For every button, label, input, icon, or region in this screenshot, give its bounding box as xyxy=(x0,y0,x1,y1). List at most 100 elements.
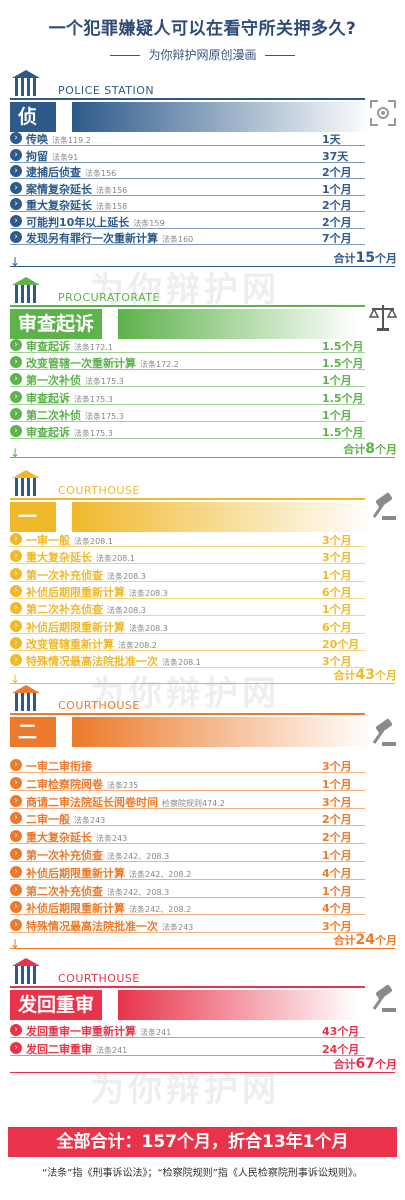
item-name: 一审一般 法条208.1 xyxy=(26,532,113,548)
item-duration: 3个月 xyxy=(322,760,352,773)
item-law-ref: 法条235 xyxy=(107,780,139,790)
item-duration: 2个月 xyxy=(322,831,352,845)
down-arrow-icon: ↓ xyxy=(10,446,21,460)
item-duration: 1个月 xyxy=(322,777,352,791)
item-underline xyxy=(10,861,365,862)
item-name: 第二次补充侦查 法条242、208.3 xyxy=(26,883,169,899)
item-name: 第一次补侦 法条175.3 xyxy=(26,372,124,388)
footnote: “法条”指《刑事诉讼法》；“检察院规则”指《人民检察院刑事诉讼规则》。 xyxy=(42,1168,363,1179)
list-item: › 特殊情况最高法院批准一次 法条243 3个月 xyxy=(10,918,400,934)
item-underline xyxy=(10,878,365,880)
item-law-ref: 法条91 xyxy=(52,152,79,162)
section-rule xyxy=(10,498,365,500)
item-underline xyxy=(10,615,365,617)
gavel-icon xyxy=(368,984,398,1014)
section-en-label: POLICE STATION xyxy=(58,84,155,97)
item-name: 改变管辖重新计算 法条208.2 xyxy=(26,636,157,652)
item-underline xyxy=(10,597,365,599)
list-item: › 商请二审法院延长阅卷时间 检察院规则474.2 3个月 xyxy=(10,794,400,809)
item-law-ref: 法条160 xyxy=(162,235,194,244)
item-duration: 1个月 xyxy=(322,408,352,422)
chevron-right-icon: › xyxy=(10,654,22,667)
chevron-right-icon: › xyxy=(10,148,22,161)
chevron-right-icon: › xyxy=(10,425,22,437)
item-law-ref: 检察院规则474.2 xyxy=(162,798,225,808)
chevron-right-icon: › xyxy=(10,567,22,580)
item-underline xyxy=(10,825,365,827)
list-item: › 发现另有罪行一次重新计算 法条160 7个月 xyxy=(10,230,400,245)
scan-icon xyxy=(368,98,398,128)
item-name-text: 发回二审重审 xyxy=(26,1042,92,1056)
list-item: › 审查起诉 法条175.3 1.5个月 xyxy=(10,390,400,405)
chevron-right-icon: › xyxy=(10,165,22,177)
list-item: › 可能判10年以上延长 法条159 2个月 xyxy=(10,214,400,230)
item-duration: 3个月 xyxy=(322,920,352,934)
item-underline xyxy=(10,772,365,773)
item-underline xyxy=(10,352,365,353)
item-duration: 43个月 xyxy=(322,1025,360,1038)
item-name-text: 第一次补充侦查 xyxy=(26,849,103,862)
item-name-text: 重大复杂延长 xyxy=(26,831,92,845)
item-name: 审查起诉 法条172.1 xyxy=(26,338,113,354)
down-arrow-icon: ↓ xyxy=(10,672,21,686)
item-law-ref: 法条175.3 xyxy=(74,394,113,404)
item-name: 一审二审衔接 xyxy=(26,758,96,774)
item-name: 第一次补充侦查 法条208.3 xyxy=(26,567,146,583)
item-duration: 1个月 xyxy=(322,568,352,582)
item-duration: 20个月 xyxy=(322,637,360,651)
item-name-text: 传唤 xyxy=(26,133,48,146)
page-title: 一个犯罪嫌疑人可以在看守所关押多久? xyxy=(48,19,357,39)
item-duration: 1天 xyxy=(322,133,341,146)
total-unit: 个月 xyxy=(375,443,397,456)
item-underline xyxy=(10,632,365,634)
chevron-right-icon: › xyxy=(10,390,22,403)
list-item: › 第二次补充侦查 法条242、208.3 1个月 xyxy=(10,883,400,899)
grand-total: 全部合计：157个月，折合13年1个月 xyxy=(8,1127,397,1157)
item-name: 特殊情况最高法院批准一次 法条243 xyxy=(26,918,193,934)
item-law-ref: 法条119.2 xyxy=(52,136,91,145)
item-name: 重大复杂延长 法条243 xyxy=(26,829,127,845)
item-duration: 3个月 xyxy=(322,551,352,565)
list-item: › 二审检察院阅卷 法条235 1个月 xyxy=(10,776,400,792)
item-underline xyxy=(10,1054,365,1056)
item-duration: 1.5个月 xyxy=(322,426,364,439)
section-rule xyxy=(10,986,365,988)
item-duration: 1.5个月 xyxy=(322,391,364,405)
chevron-right-icon: › xyxy=(10,919,22,932)
item-underline xyxy=(10,896,365,898)
list-item: › 传唤 法条119.2 1天 xyxy=(10,131,400,146)
list-item: › 第二次补充侦查 法条208.3 1个月 xyxy=(10,601,400,617)
building-icon xyxy=(12,685,40,711)
chevron-right-icon: › xyxy=(10,1024,22,1036)
item-name-text: 二审一般 xyxy=(26,813,70,827)
total-prefix: 合计 xyxy=(343,443,366,456)
item-name: 可能判10年以上延长 法条159 xyxy=(26,214,165,230)
item-underline xyxy=(10,194,365,196)
item-duration: 24个月 xyxy=(322,1042,360,1056)
item-law-ref: 法条172.1 xyxy=(74,343,113,352)
list-item: › 第一次补侦 法条175.3 1个月 xyxy=(10,372,400,388)
down-arrow-icon: ↓ xyxy=(10,255,21,269)
item-name: 发回二审重审 法条241 xyxy=(26,1041,127,1057)
list-item: › 补侦后期限重新计算 法条242、208.2 4个月 xyxy=(10,865,400,880)
item-name: 发回重审一审重新计算 法条241 xyxy=(26,1023,171,1039)
item-name-text: 二审检察院阅卷 xyxy=(26,777,103,791)
item-law-ref: 法条208.3 xyxy=(107,571,146,581)
item-duration: 3个月 xyxy=(322,655,352,669)
item-name-text: 发回重审一审重新计算 xyxy=(26,1025,136,1038)
chevron-right-icon: › xyxy=(10,794,22,807)
item-underline xyxy=(10,178,365,179)
item-underline xyxy=(10,932,365,934)
item-duration: 2个月 xyxy=(322,166,352,179)
item-name-text: 一审一般 xyxy=(26,534,70,547)
item-name: 补侦后期限重新计算 法条242、208.2 xyxy=(26,900,191,916)
item-duration: 6个月 xyxy=(322,585,352,599)
item-law-ref: 法条156 xyxy=(85,169,117,178)
item-name: 二审检察院阅卷 法条235 xyxy=(26,776,138,792)
item-name: 二审一般 法条243 xyxy=(26,811,105,827)
subtitle-text: 为你辩护网原创漫画 xyxy=(148,48,257,62)
section-bar xyxy=(72,502,372,532)
total-unit: 个月 xyxy=(375,669,397,682)
total-prefix: 合计 xyxy=(333,252,356,265)
item-name-text: 发现另有罪行一次重新计算 xyxy=(26,232,158,245)
